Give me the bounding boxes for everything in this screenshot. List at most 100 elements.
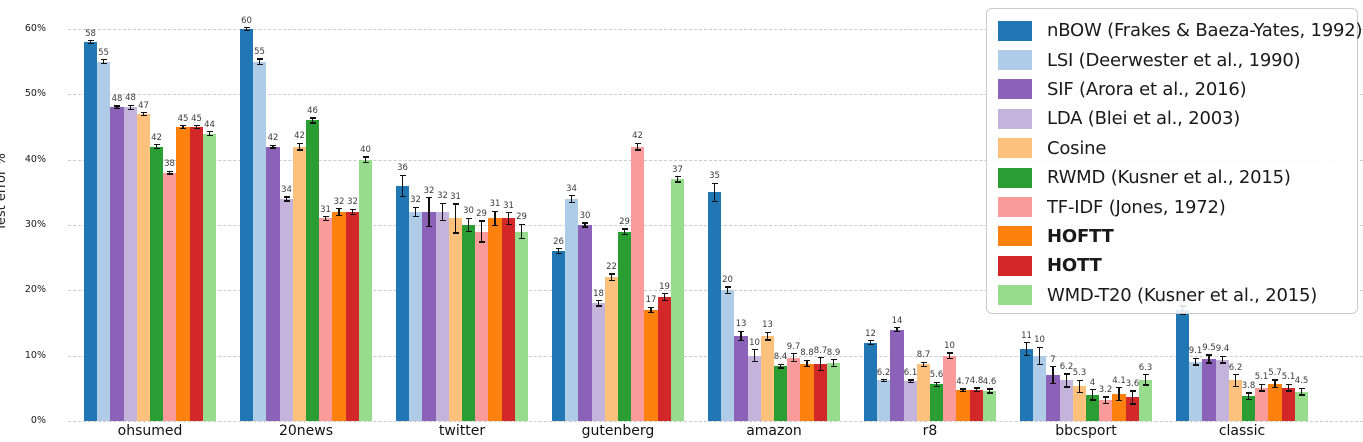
bar bbox=[644, 309, 658, 421]
legend-item: RWMD (Kusner et al., 2015) bbox=[998, 163, 1357, 192]
bar-value-label: 26 bbox=[553, 236, 564, 247]
error-bar bbox=[726, 287, 729, 294]
bar bbox=[1060, 380, 1073, 421]
error-bar bbox=[168, 171, 171, 175]
error-bar-cap bbox=[505, 223, 512, 226]
bar-value-label: 32 bbox=[423, 185, 435, 196]
error-bar-cap bbox=[349, 213, 356, 216]
legend-swatch bbox=[998, 50, 1032, 71]
error-bar-cap bbox=[362, 156, 369, 158]
error-bar-cap bbox=[1192, 357, 1199, 359]
error-bar bbox=[713, 183, 716, 202]
error-bar-cap bbox=[1089, 399, 1096, 401]
bar-value-label: 8.7 bbox=[916, 350, 931, 361]
bar bbox=[1073, 386, 1086, 421]
x-tick-label: r8 bbox=[922, 423, 938, 439]
bar bbox=[774, 366, 787, 421]
bar-value-label: 32 bbox=[410, 195, 421, 206]
error-bar bbox=[922, 362, 925, 367]
error-bar bbox=[129, 105, 132, 110]
error-bar bbox=[102, 59, 105, 64]
x-tick-label: 20news bbox=[278, 423, 334, 439]
bar-value-label: 8.4 bbox=[773, 352, 788, 363]
bar-value-label: 55 bbox=[98, 47, 109, 58]
error-bar bbox=[909, 379, 912, 383]
bar-value-label: 12 bbox=[865, 328, 876, 339]
error-bar bbox=[285, 196, 288, 201]
error-bar-cap bbox=[674, 176, 681, 178]
error-bar-cap bbox=[648, 306, 654, 309]
bar bbox=[970, 389, 983, 421]
bar-value-label: 42 bbox=[294, 131, 305, 142]
error-bar bbox=[962, 388, 964, 392]
bar-value-label: 11 bbox=[1021, 330, 1032, 341]
error-bar-cap bbox=[1023, 355, 1030, 357]
error-bar-cap bbox=[724, 286, 731, 288]
gridline bbox=[68, 94, 1363, 96]
bar-value-label: 5.1 bbox=[1281, 372, 1296, 383]
error-bar bbox=[584, 223, 586, 227]
error-bar-cap bbox=[206, 134, 213, 137]
bar-value-label: 44 bbox=[204, 119, 215, 130]
bar bbox=[436, 211, 449, 421]
bar-value-label: 10 bbox=[749, 337, 760, 348]
bar bbox=[124, 107, 137, 421]
error-bar-cap bbox=[270, 147, 276, 149]
error-bar-cap bbox=[1232, 374, 1239, 376]
error-bar-cap bbox=[973, 387, 980, 389]
error-bar-cap bbox=[608, 279, 615, 282]
legend-label: HOTT bbox=[1047, 255, 1102, 277]
bar-value-label: 3.2 bbox=[1098, 384, 1113, 395]
bar-value-label: 48 bbox=[125, 93, 136, 104]
error-bar bbox=[401, 175, 404, 197]
y-tick-label: 10% bbox=[24, 349, 46, 361]
bar bbox=[1242, 396, 1255, 421]
error-bar-cap bbox=[1116, 400, 1122, 402]
legend-swatch bbox=[998, 285, 1032, 306]
error-bar-cap bbox=[946, 357, 953, 359]
error-bar-cap bbox=[674, 181, 681, 183]
bar bbox=[877, 380, 890, 421]
error-bar-cap bbox=[907, 379, 914, 381]
error-bar bbox=[182, 125, 184, 129]
bar-value-label: 3.6 bbox=[1125, 378, 1140, 389]
error-bar bbox=[1131, 390, 1134, 404]
error-bar-cap bbox=[724, 293, 731, 295]
error-bar-cap bbox=[1272, 387, 1278, 389]
error-bar-cap bbox=[986, 388, 993, 390]
error-bar-cap bbox=[87, 42, 94, 45]
error-bar bbox=[1052, 366, 1054, 384]
error-bar bbox=[1300, 388, 1303, 395]
bar-value-label: 5.6 bbox=[929, 370, 944, 381]
bar-value-label: 55 bbox=[254, 47, 265, 58]
bar bbox=[97, 61, 110, 421]
bar-value-label: 36 bbox=[397, 163, 408, 174]
bar-value-label: 6.3 bbox=[1138, 362, 1153, 373]
bar-value-label: 42 bbox=[632, 131, 643, 142]
error-bar-cap bbox=[1023, 342, 1030, 344]
bar bbox=[306, 120, 319, 421]
bar-value-label: 29 bbox=[516, 212, 527, 223]
legend-swatch bbox=[998, 197, 1032, 218]
error-bar-cap bbox=[193, 127, 200, 129]
error-bar bbox=[208, 131, 211, 136]
gridline bbox=[68, 159, 1363, 161]
error-bar bbox=[570, 195, 573, 203]
legend-swatch bbox=[998, 255, 1032, 276]
error-bar-cap bbox=[555, 253, 562, 255]
error-bar-cap bbox=[1036, 363, 1043, 365]
bar bbox=[110, 107, 124, 421]
error-bar-cap bbox=[1192, 364, 1199, 366]
error-bar bbox=[454, 204, 457, 233]
bar-value-label: 46 bbox=[307, 105, 318, 116]
error-bar-cap bbox=[283, 200, 290, 202]
bar bbox=[1139, 379, 1152, 421]
error-bar-cap bbox=[478, 241, 485, 243]
error-bar bbox=[948, 353, 951, 359]
error-bar-cap bbox=[296, 142, 303, 145]
bar bbox=[176, 127, 190, 421]
bar-value-label: 7 bbox=[1050, 354, 1056, 365]
error-bar-cap bbox=[960, 391, 966, 393]
error-bar-cap bbox=[505, 211, 512, 214]
